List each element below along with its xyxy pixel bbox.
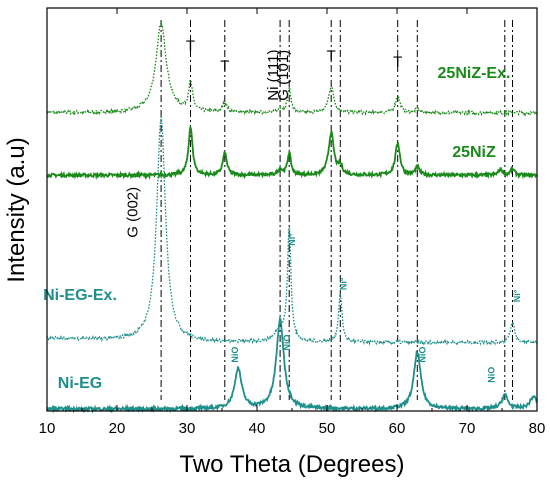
peak-annotation: Ni°	[287, 233, 297, 246]
peak-annotation: NiO	[230, 347, 240, 363]
series-label: 25NiZ-Ex.	[438, 65, 511, 82]
peak-annotation: T	[327, 47, 336, 64]
x-tick-label: 40	[249, 420, 266, 437]
peak-annotation: NiO	[282, 335, 292, 351]
series-label: 25NiZ	[452, 144, 496, 161]
peak-annotation: NiO	[418, 347, 428, 363]
series-line	[46, 314, 538, 414]
peak-annotation: Ni (111)	[265, 50, 282, 101]
x-axis-title: Two Theta (Degrees)	[180, 451, 405, 478]
x-tick-label: 20	[109, 420, 126, 437]
x-tick-label: 80	[529, 420, 546, 437]
peak-annotation: T	[393, 53, 402, 70]
series-label: Ni-EG	[58, 375, 102, 392]
x-tick-label: 30	[179, 420, 196, 437]
x-axis-ticks: 10 20 30 40 50 60 70 80	[39, 8, 546, 437]
peak-annotation: Ni°	[339, 277, 349, 290]
x-tick-label: 10	[39, 420, 56, 437]
reference-lines	[160, 20, 513, 400]
peak-annotation: G (002)	[124, 187, 141, 238]
x-tick-label: 70	[459, 420, 476, 437]
x-tick-label: 60	[389, 420, 406, 437]
peak-annotation: T	[220, 57, 229, 74]
series-line	[46, 124, 538, 180]
label-layer: 25NiZ-Ex. 25NiZ Ni-EG-Ex. Ni-EG T T T T Ni (111)…	[43, 37, 522, 392]
series-layer	[46, 20, 538, 414]
peak-annotation: Ni°	[512, 289, 522, 302]
peak-annotation: G (101)	[275, 50, 292, 101]
peak-annotation: NiO	[486, 367, 496, 383]
peak-annotation: T	[186, 37, 195, 54]
series-label: Ni-EG-Ex.	[43, 287, 117, 304]
x-tick-label: 50	[319, 420, 336, 437]
series-line	[46, 20, 538, 117]
y-axis-title: Intensity (a.u)	[3, 137, 30, 282]
